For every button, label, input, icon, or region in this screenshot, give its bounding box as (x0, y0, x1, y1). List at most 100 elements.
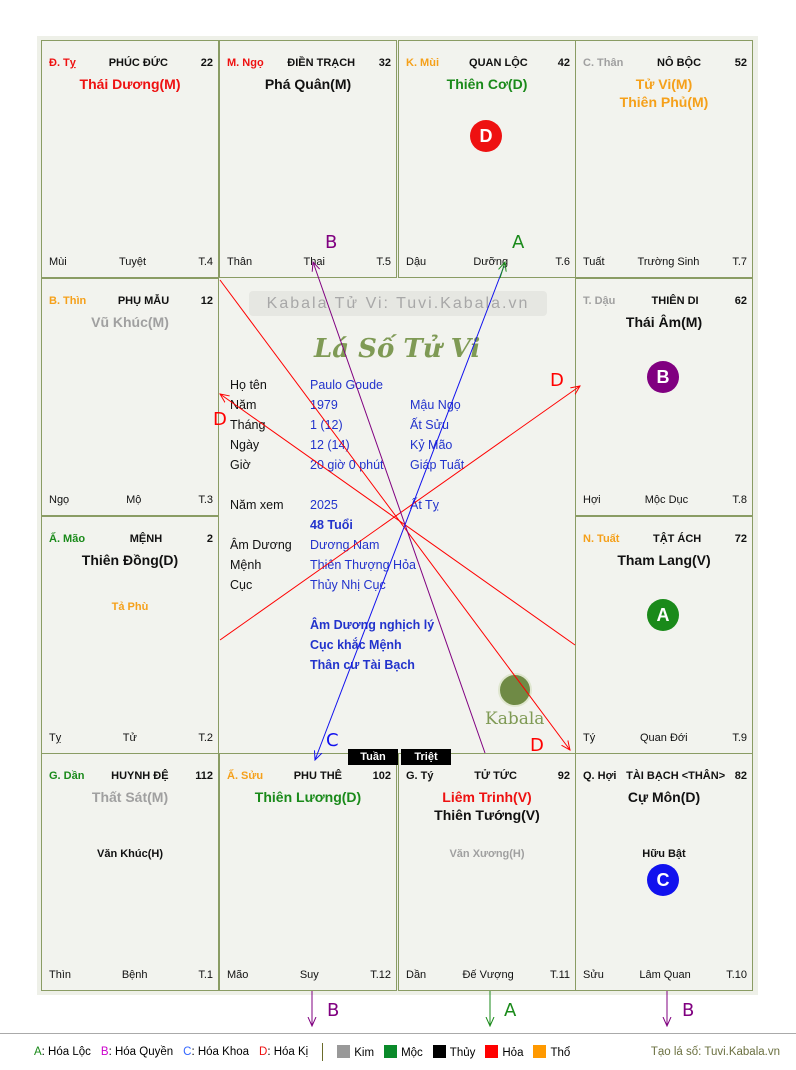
palace-cell[interactable]: Ấ. Sửu PHU THÊ 102 Thiên Lương(D) Mão Suy T.12 (219, 753, 397, 991)
watermark: Kabala Tử Vi: Tuvi.Kabala.vn (249, 291, 547, 316)
palace-cell[interactable]: Q. Hợi TÀI BẠCH <THÂN> 82 Cự Môn(D) Hữu Bật C… (575, 753, 753, 991)
can-chi: Q. Hợi (583, 770, 617, 782)
palace-name: NÔ BỘC (657, 57, 702, 69)
major-star: Thiên Tướng(V) (434, 807, 540, 823)
can-chi: C. Thân (583, 57, 624, 69)
major-stars: Thất Sát(M) (42, 788, 218, 806)
palace-age: 92 (557, 770, 570, 782)
legend-hoa-item: C: Hóa Khoa (183, 1046, 249, 1058)
arrow-label: D (550, 370, 564, 391)
branch: Sửu (583, 969, 604, 981)
palace-age: 62 (734, 295, 747, 307)
info-value: Thiên Thượng Hỏa (310, 558, 416, 572)
palace-footer: Tuất Trường Sinh T.7 (583, 256, 747, 270)
palace-index: T.5 (376, 256, 391, 268)
hoa-ki-line (219, 386, 580, 641)
credit-text: Tạo lá số: Tuvi.Kabala.vn (650, 1046, 780, 1058)
legend-key: C (183, 1046, 192, 1058)
arrow-label: D (530, 735, 544, 756)
can-chi: K. Mùi (406, 57, 439, 69)
logo-text: Kabala (485, 709, 545, 729)
palace-footer: Mùi Tuyệt T.4 (49, 256, 213, 270)
legend-label: : Hóa Lộc (41, 1046, 91, 1058)
palace-index: T.12 (370, 969, 391, 981)
info-row: Giờ 20 giờ 0 phút Giáp Tuất (230, 458, 464, 476)
major-stars: Tham Lang(V) (576, 551, 752, 569)
life-phase: Bệnh (121, 969, 148, 981)
element-label: Thổ (550, 1047, 571, 1059)
info-row: Năm 1979 Mậu Ngọ (230, 398, 461, 416)
palace-cell[interactable]: Đ. Tỵ PHÚC ĐỨC 22 Thái Dương(M) Mùi Tuyệt T.4 (41, 40, 219, 278)
palace-index: T.8 (732, 494, 747, 506)
palace-cell[interactable]: B. Thìn PHỤ MẪU 12 Vũ Khúc(M) Ngọ Mộ T.3 (41, 278, 219, 516)
info-value: 48 Tuổi (310, 518, 353, 532)
minor-stars: Văn Xương(H) (399, 848, 575, 860)
life-phase: Trường Sinh (637, 256, 700, 268)
info-note: Âm Dương nghịch lý (310, 618, 435, 632)
palace-header: Ấ. Sửu PHU THÊ 102 (227, 768, 391, 784)
element-swatch (485, 1045, 499, 1058)
legend-label: : Hóa Quyền (108, 1046, 174, 1058)
element-label: Kim (354, 1047, 375, 1059)
info-value: Paulo Goude (310, 378, 383, 392)
palace-cell[interactable]: T. Dậu THIÊN DI 62 Thái Âm(M) B Hợi Mộc Dục T.8 (575, 278, 753, 516)
palace-header: K. Mùi QUAN LỘC 42 (406, 55, 570, 71)
info-canchi: Ất Tỵ (410, 498, 439, 512)
major-stars: Liêm Trinh(V) Thiên Tướng(V) (399, 788, 575, 824)
legend-hoa-item: A: Hóa Lộc (34, 1046, 91, 1058)
tuan-label: Tuần (348, 749, 398, 765)
element-swatch (533, 1045, 547, 1058)
major-star: Cự Môn(D) (627, 789, 701, 805)
palace-cell[interactable]: N. Tuất TẬT ÁCH 72 Tham Lang(V) A Tý Quan Đới T… (575, 516, 753, 754)
palace-name: TẬT ÁCH (652, 533, 702, 545)
major-star: Vũ Khúc(M) (91, 314, 169, 330)
palace-footer: Tỵ Tử T.2 (49, 732, 213, 746)
palace-name: PHÚC ĐỨC (108, 57, 168, 69)
legend-element-item: Mộc (384, 1045, 423, 1059)
can-chi: G. Tý (406, 770, 434, 782)
info-label: Giờ (230, 458, 251, 472)
major-stars: Phá Quân(M) (220, 75, 396, 93)
palace-footer: Hợi Mộc Dục T.8 (583, 494, 747, 508)
palace-cell[interactable]: Ấ. Mão MỆNH 2 Thiên Đồng(D) Tả Phù Tỵ Tử T.2 (41, 516, 219, 754)
minor-stars: Văn Khúc(H) (42, 848, 218, 860)
minor-star: Hữu Bật (642, 848, 686, 860)
palace-header: T. Dậu THIÊN DI 62 (583, 293, 747, 309)
major-star: Thiên Phủ(M) (619, 94, 709, 110)
palace-cell[interactable]: K. Mùi QUAN LỘC 42 Thiên Cơ(D) D Dậu Dưỡng T.6 (398, 40, 576, 278)
palace-name: PHỤ MẪU (117, 295, 170, 307)
palace-cell[interactable]: G. Dần HUYNH ĐỆ 112 Thất Sát(M) Văn Khúc(H) T… (41, 753, 219, 991)
hoa-ki-line (220, 394, 576, 646)
palace-age: 102 (372, 770, 391, 782)
minor-star: Văn Xương(H) (449, 848, 525, 860)
chart-title: Lá Số Tử Vi (314, 334, 481, 364)
life-phase: Đế Vượng (462, 969, 514, 981)
palace-age: 82 (734, 770, 747, 782)
branch: Mão (227, 969, 249, 981)
palace-cell[interactable]: G. Tý TỬ TỨC 92 Liêm Trinh(V) Thiên Tướng(V)… (398, 753, 576, 991)
legend-divider (322, 1043, 324, 1061)
info-note: Cục khắc Mệnh (310, 638, 402, 652)
info-label: Ngày (230, 438, 260, 452)
palace-age: 42 (557, 57, 570, 69)
info-value: Dương Nam (310, 538, 380, 552)
major-star: Tử Vi(M) (635, 76, 693, 92)
info-label: Năm (230, 398, 257, 412)
palace-cell[interactable]: C. Thân NÔ BỘC 52 Tử Vi(M) Thiên Phủ(M) Tuất T… (575, 40, 753, 278)
palace-index: T.11 (550, 969, 570, 981)
life-phase: Mộ (126, 494, 142, 506)
hoa-loc-arrow (500, 262, 505, 279)
major-stars: Cự Môn(D) (576, 788, 752, 806)
palace-name: PHU THÊ (293, 770, 342, 782)
life-phase: Lâm Quan (639, 969, 691, 981)
arrow-label: B (682, 1000, 694, 1021)
branch: Tỵ (49, 732, 62, 744)
hoa-quyen-line (313, 262, 486, 754)
arrow-label: A (512, 232, 525, 253)
palace-header: Ấ. Mão MỆNH 2 (49, 531, 213, 547)
palace-cell[interactable]: M. Ngọ ĐIỀN TRẠCH 32 Phá Quân(M) Thân Thai T.5 (219, 40, 397, 278)
major-star: Thất Sát(M) (91, 789, 169, 805)
major-star: Phá Quân(M) (264, 76, 352, 92)
